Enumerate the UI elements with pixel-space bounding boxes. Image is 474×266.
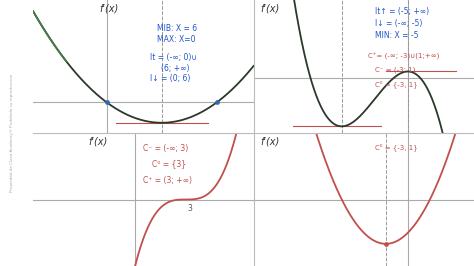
Text: f'(x): f'(x) — [260, 137, 280, 147]
Text: MIN: X = -5: MIN: X = -5 — [375, 31, 419, 40]
Text: C⁻ = (-3; 1): C⁻ = (-3; 1) — [375, 66, 415, 73]
Text: C⁰ = {3}: C⁰ = {3} — [152, 160, 186, 169]
Text: MAX: X=0: MAX: X=0 — [156, 35, 195, 44]
Text: I↓ = (0; 6): I↓ = (0; 6) — [150, 74, 191, 84]
Text: C⁺= (-∞; -3)∪(1;+∞): C⁺= (-∞; -3)∪(1;+∞) — [368, 53, 439, 60]
Text: -3: -3 — [338, 137, 345, 142]
Text: C⁺ = (3; +∞): C⁺ = (3; +∞) — [143, 176, 192, 185]
Text: MIB: X = 6: MIB: X = 6 — [156, 24, 197, 33]
Text: (6; +∞): (6; +∞) — [161, 64, 190, 73]
Text: It = (-∞; 0)∪: It = (-∞; 0)∪ — [150, 53, 197, 62]
Text: C⁰ = {-3, 1}: C⁰ = {-3, 1} — [375, 80, 418, 88]
Text: 1: 1 — [428, 137, 432, 142]
Text: I↓ = (-∞; -5): I↓ = (-∞; -5) — [375, 19, 422, 28]
Text: C⁰ = {-3, 1}: C⁰ = {-3, 1} — [375, 144, 418, 151]
Text: Propiedad de Clasa Academy® Prohibida su reproduccion: Propiedad de Clasa Academy® Prohibida su… — [10, 74, 14, 192]
Text: C⁻ = (-∞; 3): C⁻ = (-∞; 3) — [143, 144, 189, 153]
Text: 3: 3 — [187, 204, 192, 213]
Text: 0: 0 — [406, 137, 410, 142]
Text: f'(x): f'(x) — [99, 4, 118, 14]
Text: f'(x): f'(x) — [260, 4, 280, 14]
Text: It↑ = (-5; +∞): It↑ = (-5; +∞) — [375, 7, 429, 16]
Text: f'(x): f'(x) — [88, 137, 108, 147]
